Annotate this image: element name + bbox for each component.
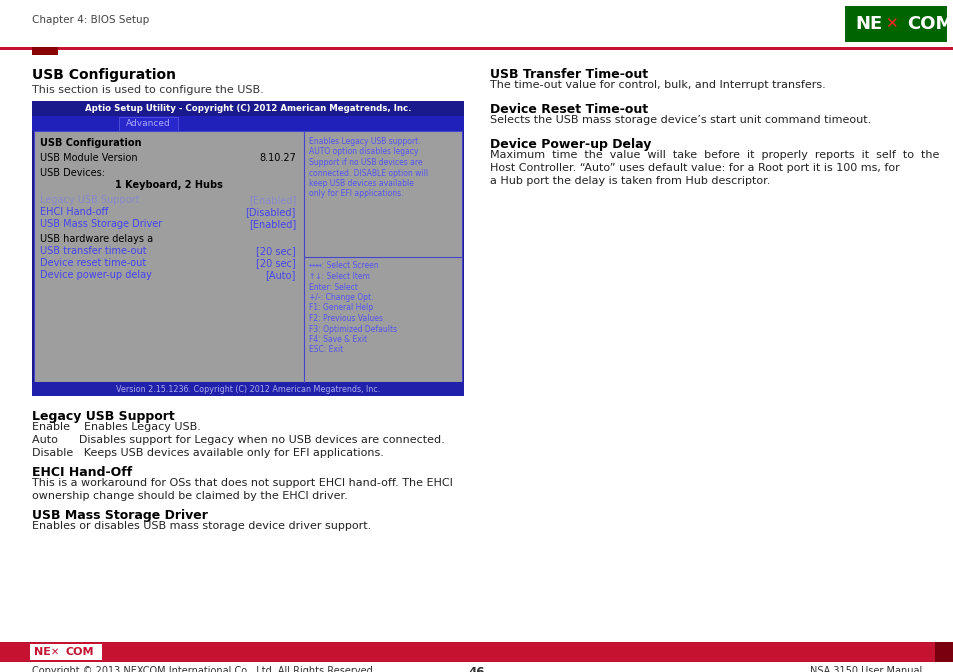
Text: USB transfer time-out: USB transfer time-out: [40, 246, 147, 256]
Text: Selects the USB mass storage device’s start unit command timeout.: Selects the USB mass storage device’s st…: [490, 115, 870, 125]
Text: USB Module Version: USB Module Version: [40, 153, 137, 163]
Text: Enables Legacy USB support.: Enables Legacy USB support.: [309, 137, 420, 146]
Bar: [934, 642, 953, 662]
Text: ↑↓: Select Item: ↑↓: Select Item: [309, 272, 370, 281]
Text: only for EFI applications.: only for EFI applications.: [309, 190, 403, 198]
Bar: [32, 47, 58, 55]
Text: Host Controller. “Auto” uses default value: for a Root port it is 100 ms, for: Host Controller. “Auto” uses default val…: [490, 163, 899, 173]
Text: F1: General Help: F1: General Help: [309, 304, 373, 312]
Text: [20 sec]: [20 sec]: [256, 258, 295, 268]
Text: F4: Save & Exit: F4: Save & Exit: [309, 335, 367, 344]
Text: USB Configuration: USB Configuration: [40, 138, 141, 148]
Text: Auto      Disables support for Legacy when no USB devices are connected.: Auto Disables support for Legacy when no…: [32, 435, 444, 445]
Text: Chapter 4: BIOS Setup: Chapter 4: BIOS Setup: [32, 15, 149, 25]
Bar: [30, 644, 102, 660]
Text: This is a workaround for OSs that does not support EHCI hand-off. The EHCI: This is a workaround for OSs that does n…: [32, 478, 453, 488]
Bar: [0, 47, 953, 50]
Text: ownership change should be claimed by the EHCI driver.: ownership change should be claimed by th…: [32, 491, 348, 501]
Text: Device Reset Time-out: Device Reset Time-out: [490, 103, 647, 116]
Text: Enable    Enables Legacy USB.: Enable Enables Legacy USB.: [32, 422, 201, 432]
Text: F3: Optimized Defaults: F3: Optimized Defaults: [309, 325, 396, 333]
Text: USB Transfer Time-out: USB Transfer Time-out: [490, 68, 647, 81]
Text: Support if no USB devices are: Support if no USB devices are: [309, 158, 422, 167]
Bar: [32, 116, 463, 131]
Text: USB Configuration: USB Configuration: [32, 68, 175, 82]
Text: 46: 46: [468, 666, 485, 672]
Text: COM: COM: [906, 15, 952, 33]
Text: a Hub port the delay is taken from Hub descriptor.: a Hub port the delay is taken from Hub d…: [490, 176, 770, 186]
Text: [20 sec]: [20 sec]: [256, 246, 295, 256]
Text: Enables or disables USB mass storage device driver support.: Enables or disables USB mass storage dev…: [32, 521, 371, 531]
Text: +/-: Change Opt.: +/-: Change Opt.: [309, 293, 374, 302]
Text: USB Mass Storage Driver: USB Mass Storage Driver: [32, 509, 208, 522]
Text: Device Power-up Delay: Device Power-up Delay: [490, 138, 651, 151]
Text: EHCI Hand-off: EHCI Hand-off: [40, 207, 108, 217]
Text: This section is used to configure the USB.: This section is used to configure the US…: [32, 85, 263, 95]
Text: Aptio Setup Utility - Copyright (C) 2012 American Megatrends, Inc.: Aptio Setup Utility - Copyright (C) 2012…: [85, 104, 411, 113]
Bar: [32, 382, 463, 396]
Text: Copyright © 2013 NEXCOM International Co., Ltd. All Rights Reserved.: Copyright © 2013 NEXCOM International Co…: [32, 666, 375, 672]
Text: ✕: ✕: [883, 17, 897, 32]
Bar: [844, 6, 946, 42]
Text: NE: NE: [34, 647, 51, 657]
Text: 8.10.27: 8.10.27: [259, 153, 295, 163]
Text: ↔↔: Select Screen: ↔↔: Select Screen: [309, 261, 378, 271]
Text: 1 Keyboard, 2 Hubs: 1 Keyboard, 2 Hubs: [115, 180, 223, 190]
Text: USB hardware delays a: USB hardware delays a: [40, 234, 153, 244]
Text: USB Mass Storage Driver: USB Mass Storage Driver: [40, 219, 162, 229]
Text: [Auto]: [Auto]: [265, 270, 295, 280]
Text: Version 2.15.1236. Copyright (C) 2012 American Megatrends, Inc.: Version 2.15.1236. Copyright (C) 2012 Am…: [115, 384, 379, 394]
Text: F2: Previous Values: F2: Previous Values: [309, 314, 382, 323]
Text: Maximum  time  the  value  will  take  before  it  properly  reports  it  self  : Maximum time the value will take before …: [490, 150, 939, 160]
Bar: [119, 117, 178, 131]
Text: [Enabled]: [Enabled]: [249, 219, 295, 229]
Text: USB Devices:: USB Devices:: [40, 168, 105, 178]
Text: [Disabled]: [Disabled]: [245, 207, 295, 217]
Text: NSA 3150 User Manual: NSA 3150 User Manual: [809, 666, 921, 672]
Text: ✕: ✕: [51, 647, 59, 657]
Text: ESC: Exit: ESC: Exit: [309, 345, 343, 355]
Text: NE: NE: [854, 15, 882, 33]
Text: Device power-up delay: Device power-up delay: [40, 270, 152, 280]
Text: Disable   Keeps USB devices available only for EFI applications.: Disable Keeps USB devices available only…: [32, 448, 383, 458]
Text: EHCI Hand-Off: EHCI Hand-Off: [32, 466, 132, 479]
Text: [Enabled]: [Enabled]: [249, 195, 295, 205]
Text: Device reset time-out: Device reset time-out: [40, 258, 146, 268]
Text: The time-out value for control, bulk, and Interrupt transfers.: The time-out value for control, bulk, an…: [490, 80, 825, 90]
Bar: [34, 131, 461, 382]
Bar: [0, 642, 953, 662]
Text: keep USB devices available: keep USB devices available: [309, 179, 414, 188]
Text: Legacy USB Support: Legacy USB Support: [40, 195, 139, 205]
Bar: [32, 101, 463, 396]
Text: connected. DISABLE option will: connected. DISABLE option will: [309, 169, 428, 177]
Text: Enter: Select: Enter: Select: [309, 282, 357, 292]
Text: Advanced: Advanced: [126, 119, 171, 128]
Text: Legacy USB Support: Legacy USB Support: [32, 410, 174, 423]
Text: COM: COM: [66, 647, 94, 657]
Text: AUTO option disables legacy: AUTO option disables legacy: [309, 147, 418, 157]
